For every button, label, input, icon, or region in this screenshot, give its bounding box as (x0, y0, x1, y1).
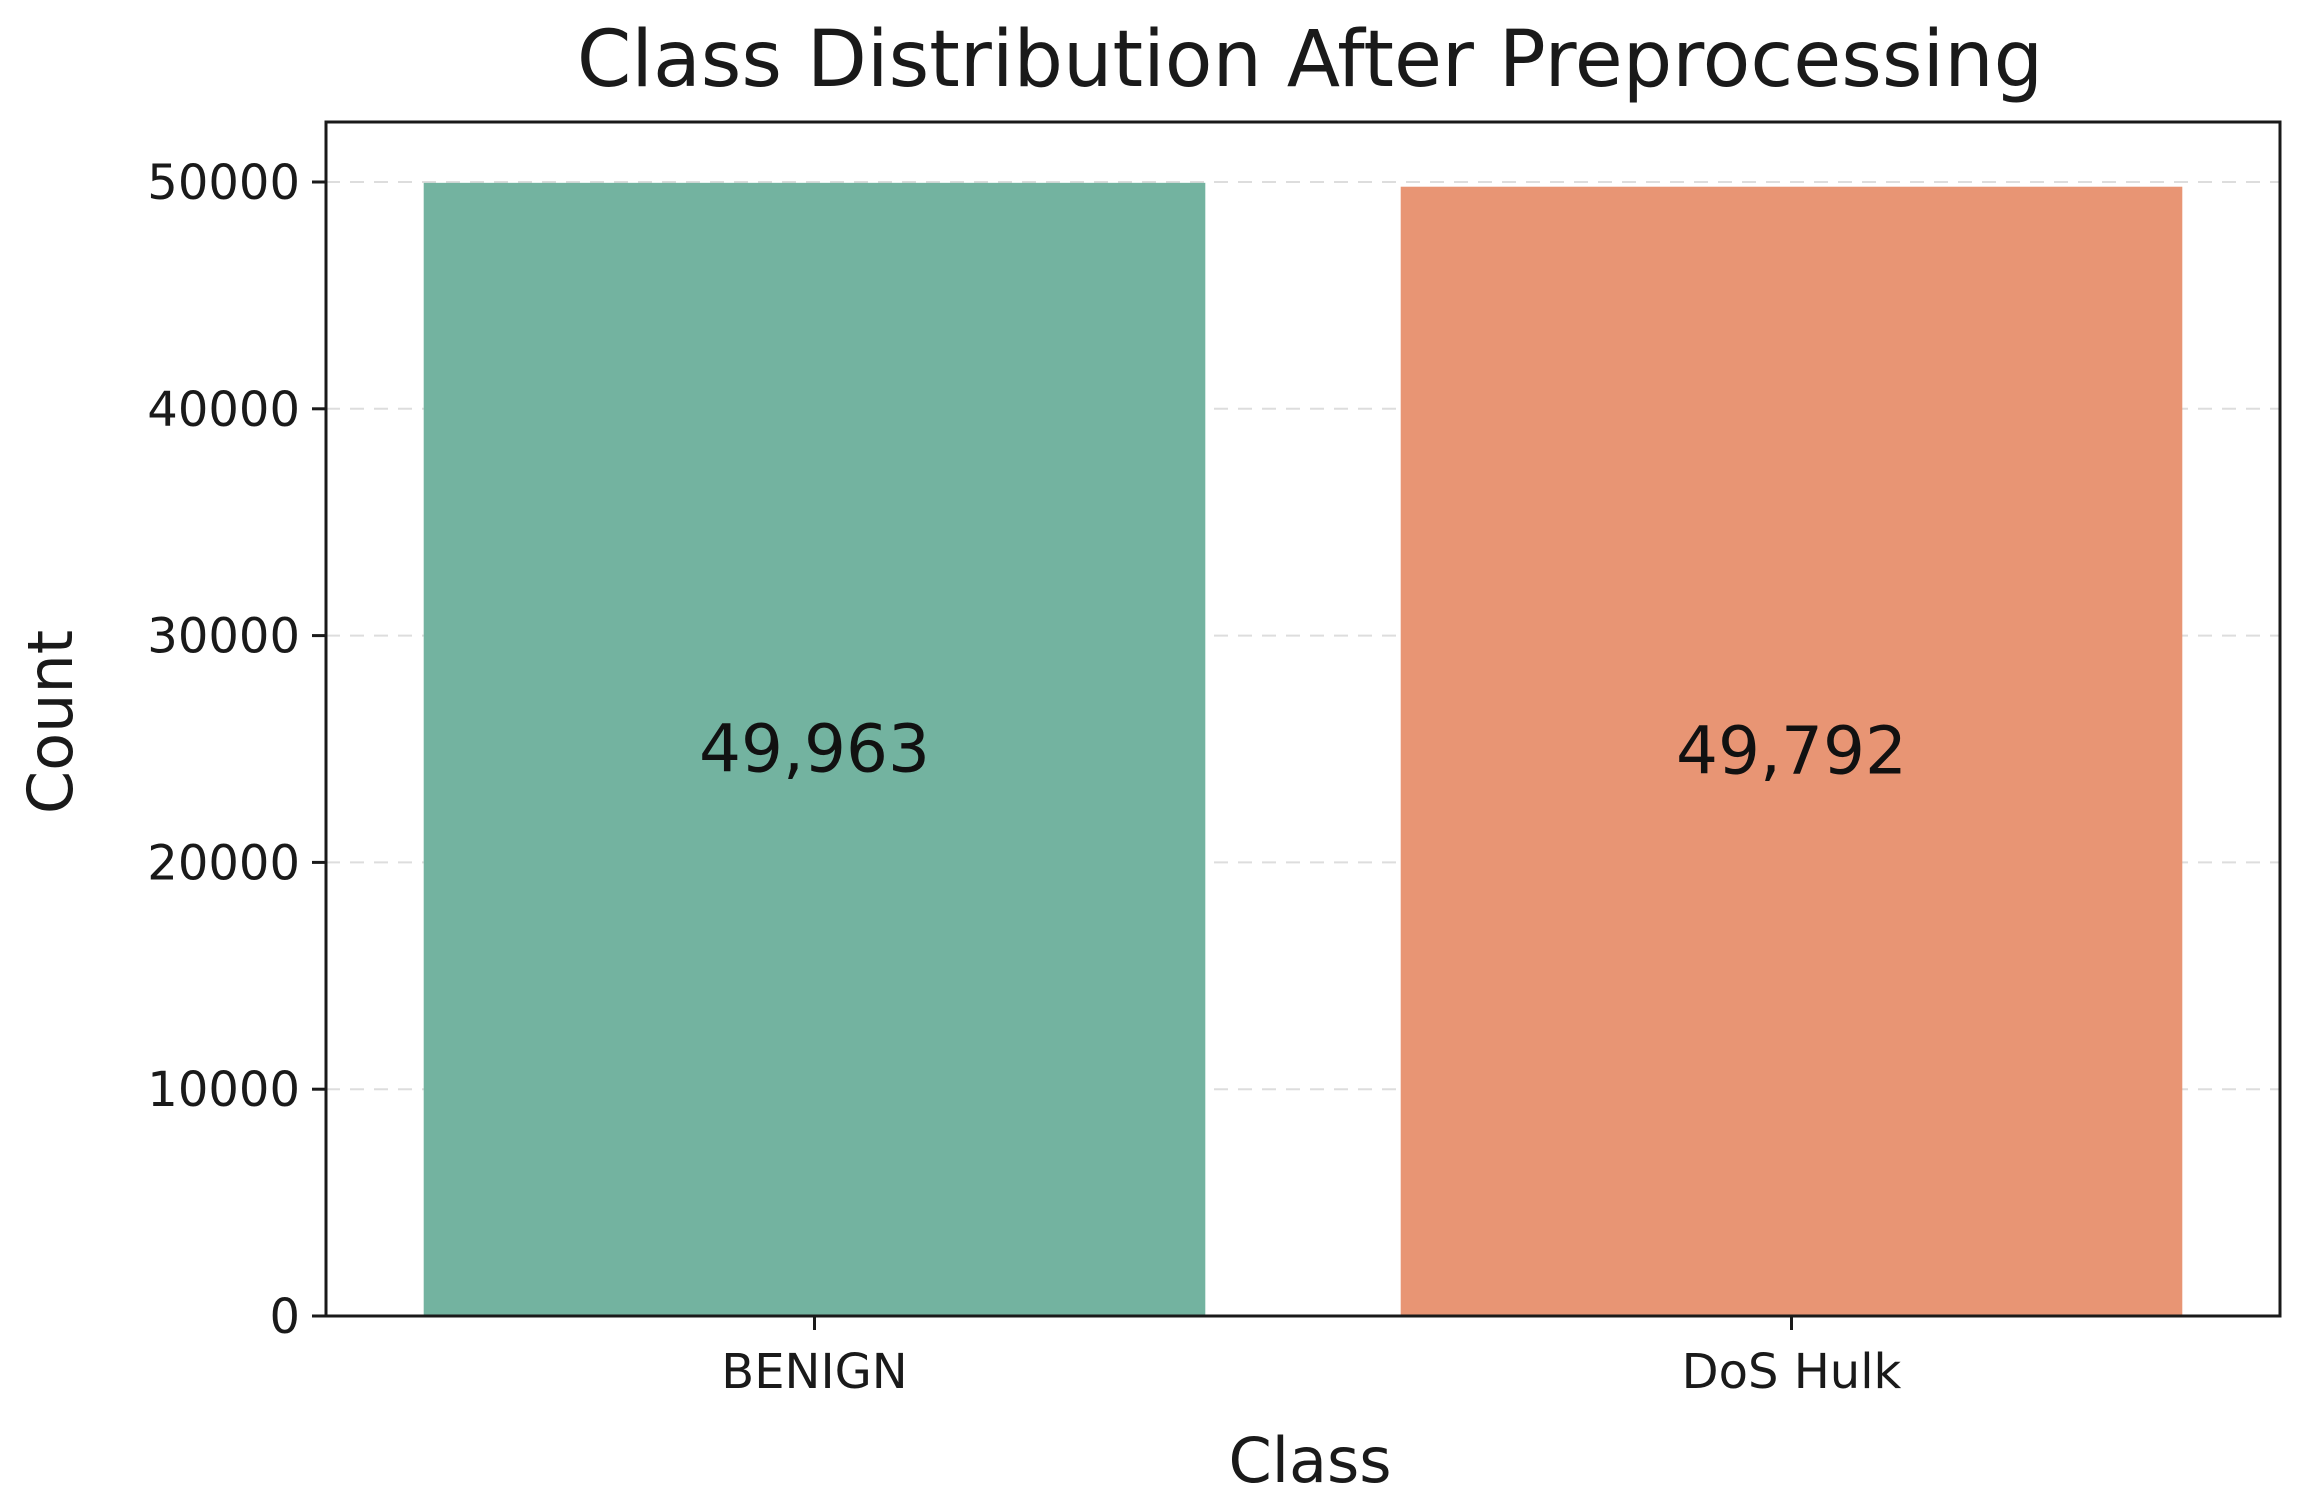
bar-dos-hulk (1400, 186, 2183, 1317)
bar-benign (423, 182, 1206, 1317)
y-tick-label: 10000 (147, 1062, 300, 1118)
x-axis-label: Class (1228, 1424, 1391, 1497)
bar-value-labels: 49,963 49,792 (699, 710, 1907, 789)
y-tick-label: 0 (269, 1289, 300, 1345)
y-tick-label: 50000 (147, 155, 300, 211)
x-tick-label: BENIGN (721, 1344, 907, 1400)
y-tick-label: 20000 (147, 835, 300, 891)
bar-value-label: 49,792 (1676, 712, 1907, 789)
x-tick-label: DoS Hulk (1682, 1344, 1902, 1400)
plot-frame (324, 120, 2282, 1318)
y-tick-label: 30000 (147, 609, 300, 665)
y-axis-label: Count (14, 630, 87, 814)
y-axis-ticks: 0 10000 20000 30000 40000 50000 (147, 155, 326, 1345)
bar-value-label: 49,963 (699, 710, 930, 787)
bars (423, 182, 2183, 1317)
x-axis-ticks: BENIGN DoS Hulk (721, 1316, 1902, 1400)
chart-title: Class Distribution After Preprocessing (577, 15, 2043, 105)
y-tick-label: 40000 (147, 382, 300, 438)
